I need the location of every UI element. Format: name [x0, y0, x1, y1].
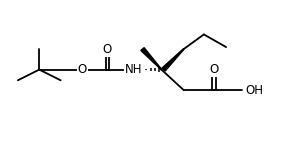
Text: OH: OH: [245, 84, 263, 97]
Polygon shape: [141, 48, 162, 70]
Text: O: O: [103, 43, 112, 56]
Text: NH: NH: [125, 63, 142, 76]
Text: O: O: [209, 63, 218, 76]
Text: O: O: [78, 63, 87, 76]
Polygon shape: [162, 49, 184, 71]
